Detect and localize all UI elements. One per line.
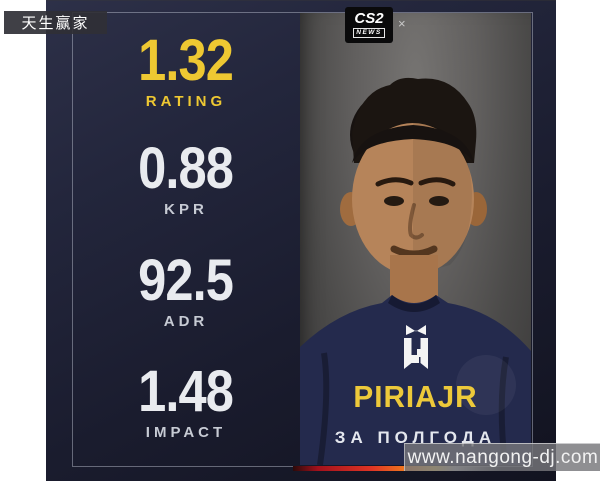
collab-x-icon: ×	[398, 16, 406, 31]
stat-adr-label: ADR	[163, 313, 209, 330]
stat-rating-label: RATING	[145, 93, 227, 110]
stat-kpr-label: KPR	[164, 201, 208, 218]
news-logo-text: NEWS	[353, 28, 385, 38]
watermark-url-text: www.nangong-dj.com	[407, 446, 599, 468]
stat-impact-label: IMPACT	[145, 424, 227, 441]
stat-adr: 92.5 ADR	[72, 247, 300, 330]
site-overlay-badge-text: 天生赢家	[21, 15, 90, 32]
stat-rating-value: 1.32	[138, 27, 235, 93]
period-label: ЗА ПОЛГОДА	[334, 428, 497, 447]
stat-adr-value: 92.5	[138, 247, 235, 313]
stat-rating: 1.32 RATING	[72, 27, 300, 110]
accent-gradient-bar	[293, 466, 501, 471]
player-photo-panel	[300, 13, 531, 465]
watermark-strip: www.nangong-dj.com	[404, 443, 600, 471]
stat-impact-value: 1.48	[138, 358, 235, 424]
site-overlay-badge: 天生赢家	[4, 11, 107, 34]
gh-monogram-icon	[404, 325, 428, 369]
cs2-logo-text: CS2	[354, 10, 384, 27]
player-portrait	[300, 77, 531, 465]
player-name: PIRIAJR	[353, 379, 478, 414]
stat-impact: 1.48 IMPACT	[72, 358, 300, 441]
cs2-news-logo: CS2 NEWS	[345, 7, 393, 43]
stat-kpr-value: 0.88	[138, 135, 235, 201]
stat-kpr: 0.88 KPR	[72, 135, 300, 218]
